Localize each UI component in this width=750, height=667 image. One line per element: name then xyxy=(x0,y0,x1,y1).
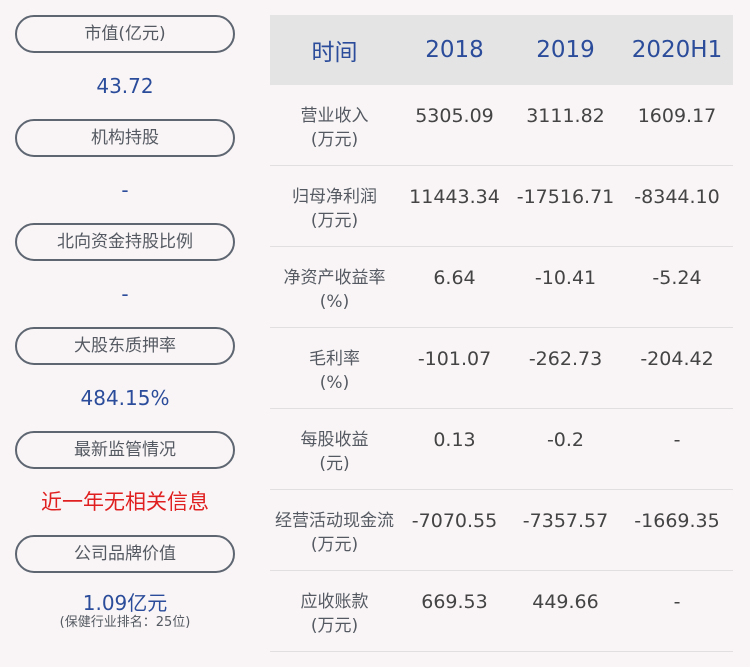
brand-rank-note: (保健行业排名：25位) xyxy=(59,615,191,630)
cell: 5305.09 xyxy=(415,105,494,127)
table-row: 经营活动现金流 (万元) -7070.55 -7357.57 -1669.35 xyxy=(270,490,733,571)
row-label-text: 经营活动现金流 xyxy=(275,511,394,531)
brand-value-label: 公司品牌价值 xyxy=(15,535,235,573)
cell: 0.13 xyxy=(433,429,476,451)
table-row: 归母净利润 (万元) 11443.34 -17516.71 -8344.10 xyxy=(270,166,733,247)
cell: -10.41 xyxy=(534,267,597,289)
regulation-label: 最新监管情况 xyxy=(15,431,235,469)
cell: -204.42 xyxy=(640,348,714,370)
table-row: 应收账款 (万元) 669.53 449.66 - xyxy=(270,571,733,652)
table-row: 营业收入 (万元) 5305.09 3111.82 1609.17 xyxy=(270,85,733,166)
header-time: 时间 xyxy=(311,40,358,66)
row-unit: (%) xyxy=(319,373,350,393)
cell: 669.53 xyxy=(421,591,488,613)
cell: -101.07 xyxy=(417,348,492,370)
cell: - xyxy=(673,429,681,451)
cell: -5.24 xyxy=(652,267,702,289)
market-cap-value: 43.72 xyxy=(96,74,154,98)
row-label-text: 每股收益 xyxy=(300,430,369,450)
cell: 449.66 xyxy=(532,591,599,613)
cell: - xyxy=(673,591,681,613)
row-unit: (万元) xyxy=(310,130,359,150)
table-header: 时间 2018 2019 2020H1 xyxy=(270,15,733,85)
market-cap-label: 市值(亿元) xyxy=(15,15,235,53)
pledge-ratio-label: 大股东质押率 xyxy=(15,327,235,365)
row-unit: (万元) xyxy=(310,616,359,636)
header-2019: 2019 xyxy=(536,37,595,63)
cell: -7357.57 xyxy=(522,510,609,532)
northbound-ratio-value: - xyxy=(121,282,129,306)
cell: -0.2 xyxy=(546,429,585,451)
row-label-text: 归母净利润 xyxy=(292,187,377,207)
row-label-text: 营业收入 xyxy=(300,106,369,126)
cell: 1609.17 xyxy=(637,105,717,127)
cell: -1669.35 xyxy=(634,510,720,532)
cell: -8344.10 xyxy=(634,186,720,208)
row-label-text: 毛利率 xyxy=(309,349,360,369)
row-label: 应收账款 (万元) xyxy=(270,571,399,651)
row-label-text: 净资产收益率 xyxy=(283,268,386,288)
row-label-text: 应收账款 xyxy=(300,592,369,612)
row-unit: (元) xyxy=(319,454,350,474)
institutional-holding-value: - xyxy=(121,178,129,202)
institutional-holding-label: 机构持股 xyxy=(15,119,235,157)
row-unit: (%) xyxy=(319,292,350,312)
row-label: 毛利率 (%) xyxy=(270,328,399,408)
row-label: 营业收入 (万元) xyxy=(270,85,399,165)
cell: -17516.71 xyxy=(516,186,615,208)
row-unit: (万元) xyxy=(310,535,359,555)
cell: -7070.55 xyxy=(411,510,498,532)
header-2020h1: 2020H1 xyxy=(631,37,723,63)
row-label: 归母净利润 (万元) xyxy=(270,166,399,246)
summary-panel: 市值(亿元) 43.72 机构持股 - 北向资金持股比例 - 大股东质押率 48… xyxy=(15,15,235,631)
row-label: 每股收益 (元) xyxy=(270,409,399,489)
regulation-value: 近一年无相关信息 xyxy=(41,490,209,514)
row-unit: (万元) xyxy=(310,211,359,231)
northbound-ratio-label: 北向资金持股比例 xyxy=(15,223,235,261)
table-row: 净资产收益率 (%) 6.64 -10.41 -5.24 xyxy=(270,247,733,328)
table-row: 毛利率 (%) -101.07 -262.73 -204.42 xyxy=(270,328,733,409)
cell: 6.64 xyxy=(433,267,476,289)
cell: 3111.82 xyxy=(526,105,605,127)
row-label: 净资产收益率 (%) xyxy=(270,247,399,327)
pledge-ratio-value: 484.15% xyxy=(80,386,170,410)
brand-value-value: 1.09亿元 xyxy=(82,591,168,615)
cell: 11443.34 xyxy=(409,186,500,208)
financial-table: 时间 2018 2019 2020H1 营业收入 (万元) 5305.09 311… xyxy=(270,15,733,652)
cell: -262.73 xyxy=(528,348,603,370)
table-row: 每股收益 (元) 0.13 -0.2 - xyxy=(270,409,733,490)
header-2018: 2018 xyxy=(425,37,484,63)
row-label: 经营活动现金流 (万元) xyxy=(270,490,399,570)
